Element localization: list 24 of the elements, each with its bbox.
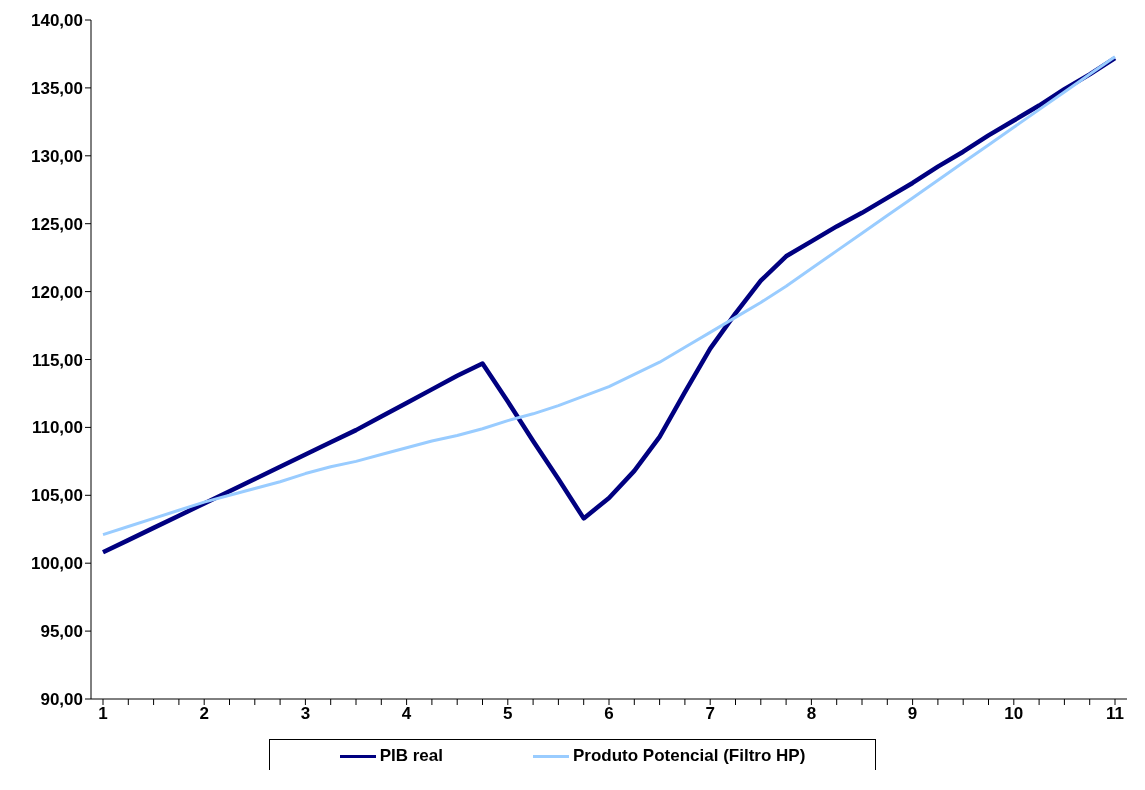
y-tick-label: 130,00 (31, 146, 83, 166)
y-tick-label: 105,00 (31, 486, 83, 506)
x-tick-label: 10 (1004, 704, 1024, 724)
x-tick-label: 6 (604, 704, 614, 724)
y-tick-label: 95,00 (40, 622, 83, 642)
x-tick-label: 9 (907, 704, 918, 724)
x-tick-label: 7 (705, 704, 715, 724)
x-tick-label: 2 (199, 704, 209, 724)
x-tick-label: 3 (300, 704, 311, 724)
y-tick-label: 135,00 (31, 78, 83, 98)
x-tick-label: 5 (503, 704, 513, 724)
y-tick-label: 140,00 (31, 11, 83, 31)
y-tick-label: 90,00 (40, 690, 83, 710)
x-tick-label: 1 (98, 704, 108, 724)
y-tick-label: 120,00 (31, 282, 83, 302)
x-tick-label: 11 (1106, 704, 1124, 724)
y-tick-label: 115,00 (31, 350, 83, 370)
y-tick-label: 100,00 (31, 554, 83, 574)
legend-label: Produto Potencial (Filtro HP) (572, 746, 806, 766)
x-tick-label: 8 (806, 704, 817, 724)
legend-label: PIB real (379, 746, 443, 766)
y-tick-label: 125,00 (31, 214, 83, 234)
y-tick-label: 110,00 (31, 418, 83, 438)
x-tick-label: 4 (401, 704, 412, 724)
